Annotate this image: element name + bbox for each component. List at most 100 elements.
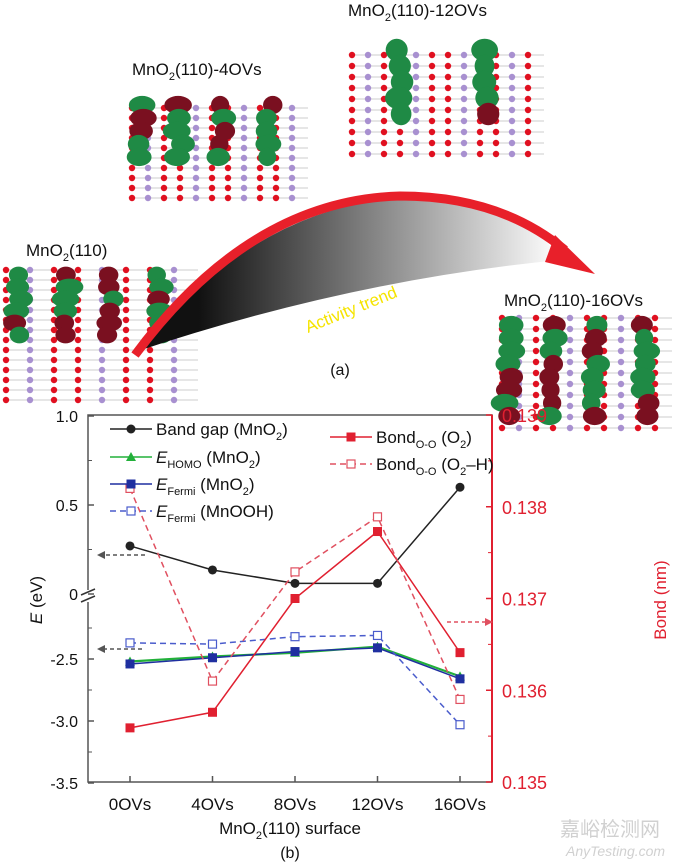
legend-label-part: ): [249, 475, 255, 494]
series-2: [125, 643, 465, 684]
legend-label: EHOMO (MnO2): [156, 448, 261, 471]
atom: [532, 424, 540, 432]
atom: [122, 356, 130, 364]
data-point: [290, 632, 300, 642]
data-point: [208, 653, 217, 663]
orbital-lobe: [385, 86, 413, 110]
atom: [508, 150, 516, 158]
orbital-lobe: [256, 108, 277, 128]
atom: [428, 95, 436, 103]
legend-marker-icon: [126, 479, 136, 489]
atom: [146, 396, 154, 404]
atom: [98, 396, 106, 404]
atom: [566, 391, 574, 399]
atom: [256, 174, 264, 182]
legend-label-part: O-O: [416, 439, 437, 451]
atom: [348, 128, 356, 136]
legend-label-part: 2: [460, 466, 466, 478]
atom: [364, 95, 372, 103]
atom: [348, 62, 356, 70]
atom: [2, 266, 10, 274]
orbital-lobe: [164, 147, 190, 167]
data-point: [207, 639, 218, 649]
atom: [508, 106, 516, 114]
atom: [50, 326, 58, 334]
data-point: [290, 647, 300, 657]
atom: [492, 139, 500, 147]
atom: [176, 164, 184, 172]
atom: [412, 117, 420, 125]
atom: [288, 104, 296, 112]
atom: [240, 194, 248, 202]
atom: [122, 326, 130, 334]
atom: [146, 366, 154, 374]
atom: [412, 95, 420, 103]
data-point: [455, 694, 465, 705]
atom: [74, 396, 82, 404]
atom: [364, 128, 372, 136]
atom: [170, 366, 178, 374]
structure-label-12ovs: MnO2(110)-12OVs: [348, 1, 487, 24]
atom: [146, 346, 154, 354]
atom: [240, 124, 248, 132]
atom: [508, 128, 516, 136]
orbital-lobe: [96, 326, 118, 344]
atom: [26, 316, 34, 324]
atom: [26, 336, 34, 344]
data-point: [455, 482, 465, 492]
orbital-lobe: [477, 102, 500, 126]
atom: [122, 366, 130, 374]
legend-label-part: (O: [436, 455, 460, 474]
atom: [122, 266, 130, 274]
atom: [192, 124, 200, 132]
atom: [651, 424, 659, 432]
legend-marker-icon: [346, 432, 356, 442]
legend-label-part: (MnO: [202, 448, 249, 467]
legend-marker-icon: [126, 452, 136, 461]
atom: [50, 386, 58, 394]
atom: [524, 95, 532, 103]
atom: [288, 184, 296, 192]
atom: [50, 366, 58, 374]
atom: [380, 62, 388, 70]
legend-label-part: Bond: [376, 428, 416, 447]
orbital-lobe: [128, 95, 156, 115]
atom: [428, 51, 436, 59]
arrow-right-icon: [485, 618, 493, 626]
atom: [617, 314, 625, 322]
series-3: [125, 630, 465, 730]
atom: [412, 51, 420, 59]
atom: [348, 139, 356, 147]
atom: [74, 346, 82, 354]
atom: [2, 396, 10, 404]
atom: [651, 325, 659, 333]
orbital-lobe: [633, 341, 661, 361]
atom: [74, 356, 82, 364]
legend-label-part: 2: [249, 459, 255, 471]
atom: [240, 144, 248, 152]
atom: [26, 346, 34, 354]
y2-tick-label: 0.135: [502, 773, 547, 793]
atom: [532, 314, 540, 322]
atom: [122, 396, 130, 404]
atom: [74, 326, 82, 334]
legend-label-part: (MnO: [195, 475, 242, 494]
legend-label-part: Band gap (MnO: [156, 420, 276, 439]
atom: [74, 366, 82, 374]
atom: [26, 356, 34, 364]
atom: [532, 402, 540, 410]
atom: [98, 346, 106, 354]
data-point: [455, 720, 465, 730]
atom: [288, 194, 296, 202]
atom: [272, 164, 280, 172]
atom: [549, 424, 557, 432]
atom: [444, 106, 452, 114]
atom: [524, 150, 532, 158]
legend-label-part: HOMO: [167, 459, 202, 471]
atom: [617, 424, 625, 432]
atom: [460, 106, 468, 114]
data-point: [125, 541, 135, 551]
legend-marker-icon: [126, 424, 136, 434]
atom: [617, 391, 625, 399]
atom: [524, 51, 532, 59]
